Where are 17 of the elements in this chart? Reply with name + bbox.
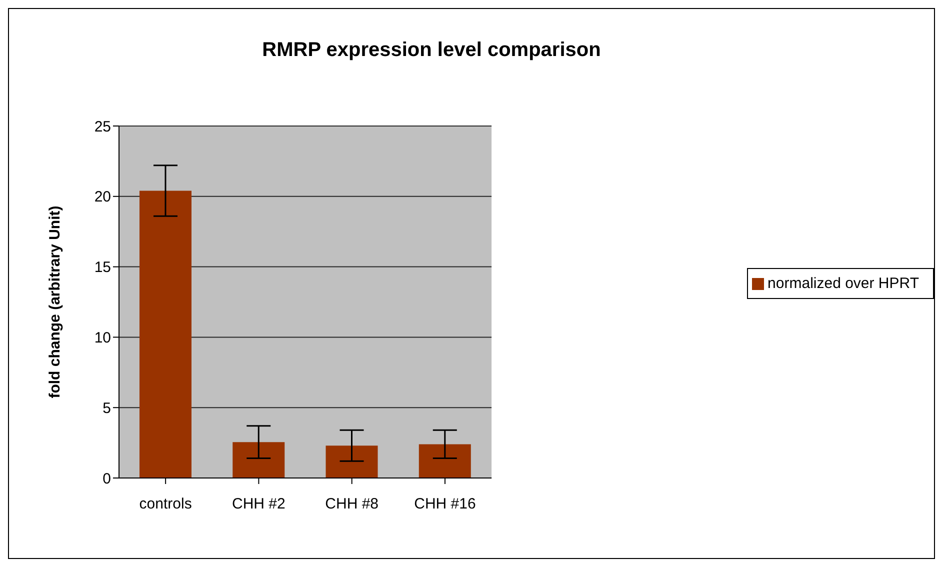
chart-title: RMRP expression level comparison [261, 39, 602, 62]
bar [232, 442, 285, 478]
x-tick-label: CHH #2 [232, 496, 286, 513]
x-tick-label: CHH #16 [414, 496, 476, 513]
y-tick-label: 25 [94, 118, 111, 136]
y-axis-title: fold change (arbitrary Unit) [46, 206, 64, 398]
legend-label: normalized over HPRT [768, 275, 919, 292]
bar [418, 444, 471, 478]
y-tick-label: 0 [102, 470, 111, 488]
y-tick-label: 15 [94, 259, 111, 276]
x-tick-label: controls [139, 496, 192, 513]
y-tick-label: 20 [94, 188, 111, 206]
bar [326, 446, 378, 478]
x-tick-label: CHH #8 [325, 496, 379, 513]
bar [139, 190, 192, 478]
y-tick-label: 5 [102, 400, 111, 417]
y-tick-label: 10 [94, 330, 111, 347]
